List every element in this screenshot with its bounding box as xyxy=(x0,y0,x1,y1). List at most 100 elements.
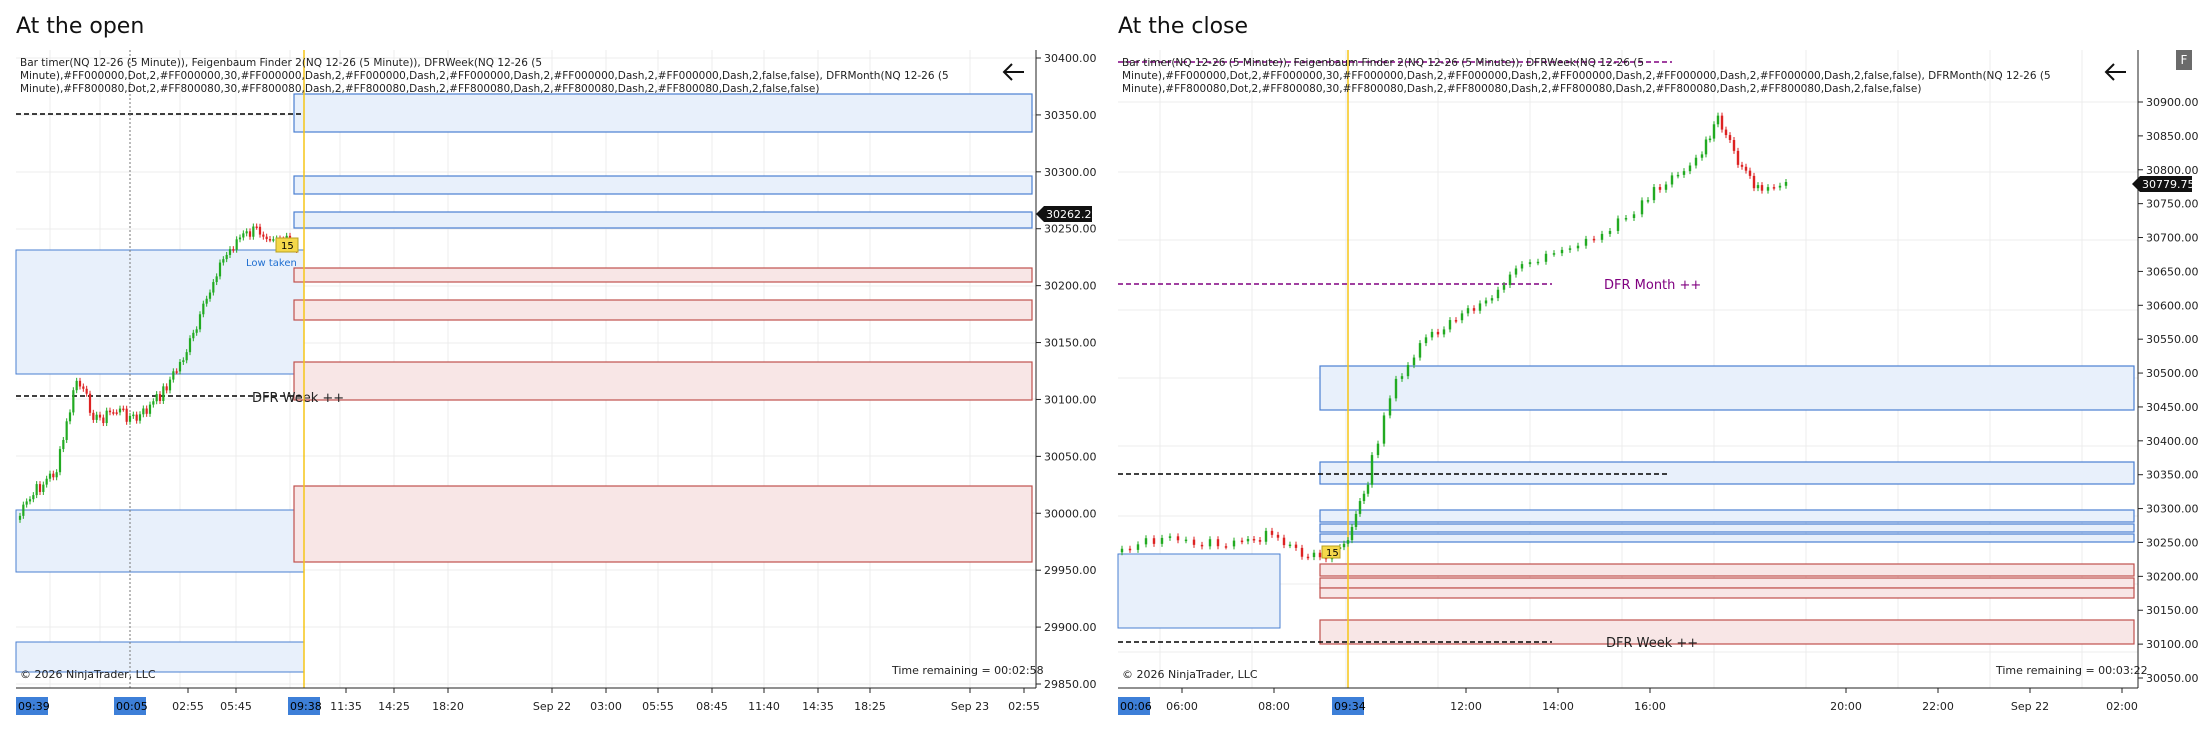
price-tick-label: 29900.00 xyxy=(1044,621,1097,634)
left-badge xyxy=(275,237,299,253)
time-tick-label: 02:55 xyxy=(172,700,204,713)
price-tick-label: 30700.00 xyxy=(2146,232,2199,245)
time-tick-label: 05:45 xyxy=(220,700,252,713)
right-time-box-2 xyxy=(1332,697,1364,715)
left-time-remaining: Time remaining = 00:02:58 xyxy=(891,664,1044,677)
time-tick-label: 18:20 xyxy=(432,700,464,713)
price-tick-label: 30150.00 xyxy=(1044,337,1097,350)
price-tick-label: 30200.00 xyxy=(2146,570,2199,583)
right-red-zones xyxy=(1319,563,2135,645)
right-time-box-1 xyxy=(1118,697,1150,715)
price-tick-label: 30100.00 xyxy=(2146,638,2199,651)
time-tick-label: Sep 22 xyxy=(533,700,571,713)
time-tick-label: Sep 23 xyxy=(951,700,989,713)
right-current-price: 30779.75 xyxy=(2142,178,2195,191)
time-tick-label: 06:00 xyxy=(1166,700,1198,713)
left-time-box-3-text: 09:38 xyxy=(290,700,322,713)
left-blue-zones xyxy=(15,93,1033,673)
price-tick-label: 30100.00 xyxy=(1044,393,1097,406)
price-tick-label: 30550.00 xyxy=(2146,333,2199,346)
left-time-box-2 xyxy=(114,697,146,715)
left-current-price: 30262.25 xyxy=(1046,208,1099,221)
time-tick-label: 18:25 xyxy=(854,700,886,713)
left-chart[interactable]: DFR Week ++ 15 Low taken Bar timer(NQ 12… xyxy=(0,0,1110,738)
left-chart-svg[interactable]: DFR Week ++ 15 Low taken Bar timer(NQ 12… xyxy=(0,0,1110,734)
right-current-price-tag xyxy=(2132,176,2192,192)
right-panel-title: At the close xyxy=(1118,14,1249,39)
time-tick-label: 11:40 xyxy=(748,700,780,713)
right-badge xyxy=(1321,545,1341,559)
time-tick-label: 02:55 xyxy=(1008,700,1040,713)
price-tick-label: 30250.00 xyxy=(2146,536,2199,549)
price-tick-label: 30450.00 xyxy=(2146,401,2199,414)
left-copyright: © 2026 NinjaTrader, LLC xyxy=(20,668,156,681)
price-tick-label: 30500.00 xyxy=(2146,367,2199,380)
price-tick-label: 30300.00 xyxy=(1044,166,1097,179)
price-tick-label: 30300.00 xyxy=(2146,503,2199,516)
price-tick-label: 29850.00 xyxy=(1044,678,1097,691)
right-indicator-line-2: Minute),#FF000000,Dot,2,#FF000000,30,#FF… xyxy=(1122,70,2051,82)
time-tick-label: 14:35 xyxy=(802,700,834,713)
price-tick-label: 30250.00 xyxy=(1044,223,1097,236)
left-back-arrow-icon[interactable] xyxy=(1002,63,1024,81)
price-tick-label: 30050.00 xyxy=(1044,450,1097,463)
left-price-ticks: 30400.00 30350.00 30300.00 30250.00 30200.00… xyxy=(1036,52,1097,691)
right-indicator-line-3: Minute),#FF800080,Dot,2,#FF800080,30,#FF… xyxy=(1122,83,1921,95)
price-tick-label: 30000.00 xyxy=(1044,507,1097,520)
price-tick-label: 30750.00 xyxy=(2146,198,2199,211)
price-tick-label: 30600.00 xyxy=(2146,299,2199,312)
price-tick-label: 30800.00 xyxy=(2146,164,2199,177)
price-tick-label: 30350.00 xyxy=(2146,469,2199,482)
right-dfr-month-label: DFR Month ++ xyxy=(1604,278,1701,293)
price-tick-label: 30900.00 xyxy=(2146,96,2199,109)
left-indicator-line-3: Minute),#FF800080,Dot,2,#FF800080,30,#FF… xyxy=(20,83,819,95)
right-time-remaining: Time remaining = 00:03:22 xyxy=(1995,664,2148,677)
time-tick-label: 16:00 xyxy=(1634,700,1666,713)
left-candles xyxy=(18,223,298,523)
time-tick-label: 11:35 xyxy=(330,700,362,713)
price-tick-label: 30650.00 xyxy=(2146,265,2199,278)
left-time-ticks: 02:55 05:45 11:35 14:25 18:20 Sep 22 03:00 05:5… xyxy=(172,688,1040,713)
right-price-ticks: 30900.00 30850.00 30800.00 30750.00 30700.00… xyxy=(2138,96,2199,685)
time-tick-label: 14:25 xyxy=(378,700,410,713)
time-tick-label: 22:00 xyxy=(1922,700,1954,713)
left-indicator-line-1: Bar timer(NQ 12-26 (5 Minute)), Feigenba… xyxy=(20,57,542,69)
right-time-box-2-text: 09:34 xyxy=(1334,700,1366,713)
right-badge-text: 15 xyxy=(1326,548,1339,559)
right-chart[interactable]: DFR Month ++ DFR Week ++ 15 Bar timer(NQ… xyxy=(1102,0,2210,738)
left-time-box-2-text: 00:05 xyxy=(116,700,148,713)
side-f-button[interactable]: F xyxy=(2176,50,2192,70)
price-tick-label: 30850.00 xyxy=(2146,130,2199,143)
left-time-box-3 xyxy=(288,697,320,715)
time-tick-label: 08:00 xyxy=(1258,700,1290,713)
time-tick-label: 03:00 xyxy=(590,700,622,713)
time-tick-label: 20:00 xyxy=(1830,700,1862,713)
left-badge-text: 15 xyxy=(281,241,294,252)
left-time-box-1 xyxy=(16,697,48,715)
time-tick-label: 02:00 xyxy=(2106,700,2138,713)
price-tick-label: 30400.00 xyxy=(2146,435,2199,448)
left-time-box-1-text: 09:39 xyxy=(18,700,50,713)
right-time-ticks: 06:00 08:00 12:00 14:00 16:00 20:00 22:00 Sep 2… xyxy=(1166,688,2138,713)
right-indicator-line-1: Bar timer(NQ 12-26 (5 Minute)), Feigenba… xyxy=(1122,57,1644,69)
right-blue-zones xyxy=(1117,365,2135,629)
left-current-price-tag xyxy=(1036,206,1092,222)
left-panel-title: At the open xyxy=(16,14,145,39)
time-tick-label: 12:00 xyxy=(1450,700,1482,713)
time-tick-label: 08:45 xyxy=(696,700,728,713)
price-tick-label: 30400.00 xyxy=(1044,52,1097,65)
right-chart-svg[interactable]: DFR Month ++ DFR Week ++ 15 Bar timer(NQ… xyxy=(1102,0,2210,734)
right-candles xyxy=(1120,112,1788,563)
price-tick-label: 30050.00 xyxy=(2146,672,2199,685)
price-tick-label: 30200.00 xyxy=(1044,280,1097,293)
time-tick-label: 14:00 xyxy=(1542,700,1574,713)
time-tick-label: 05:55 xyxy=(642,700,674,713)
right-copyright: © 2026 NinjaTrader, LLC xyxy=(1122,668,1258,681)
left-indicator-line-2: Minute),#FF000000,Dot,2,#FF000000,30,#FF… xyxy=(20,70,949,82)
left-dfr-week-label: DFR Week ++ xyxy=(252,391,344,406)
right-back-arrow-icon[interactable] xyxy=(2104,63,2126,81)
price-tick-label: 30350.00 xyxy=(1044,109,1097,122)
price-tick-label: 29950.00 xyxy=(1044,564,1097,577)
left-red-zones xyxy=(293,267,1033,563)
right-time-box-1-text: 00:06 xyxy=(1120,700,1152,713)
